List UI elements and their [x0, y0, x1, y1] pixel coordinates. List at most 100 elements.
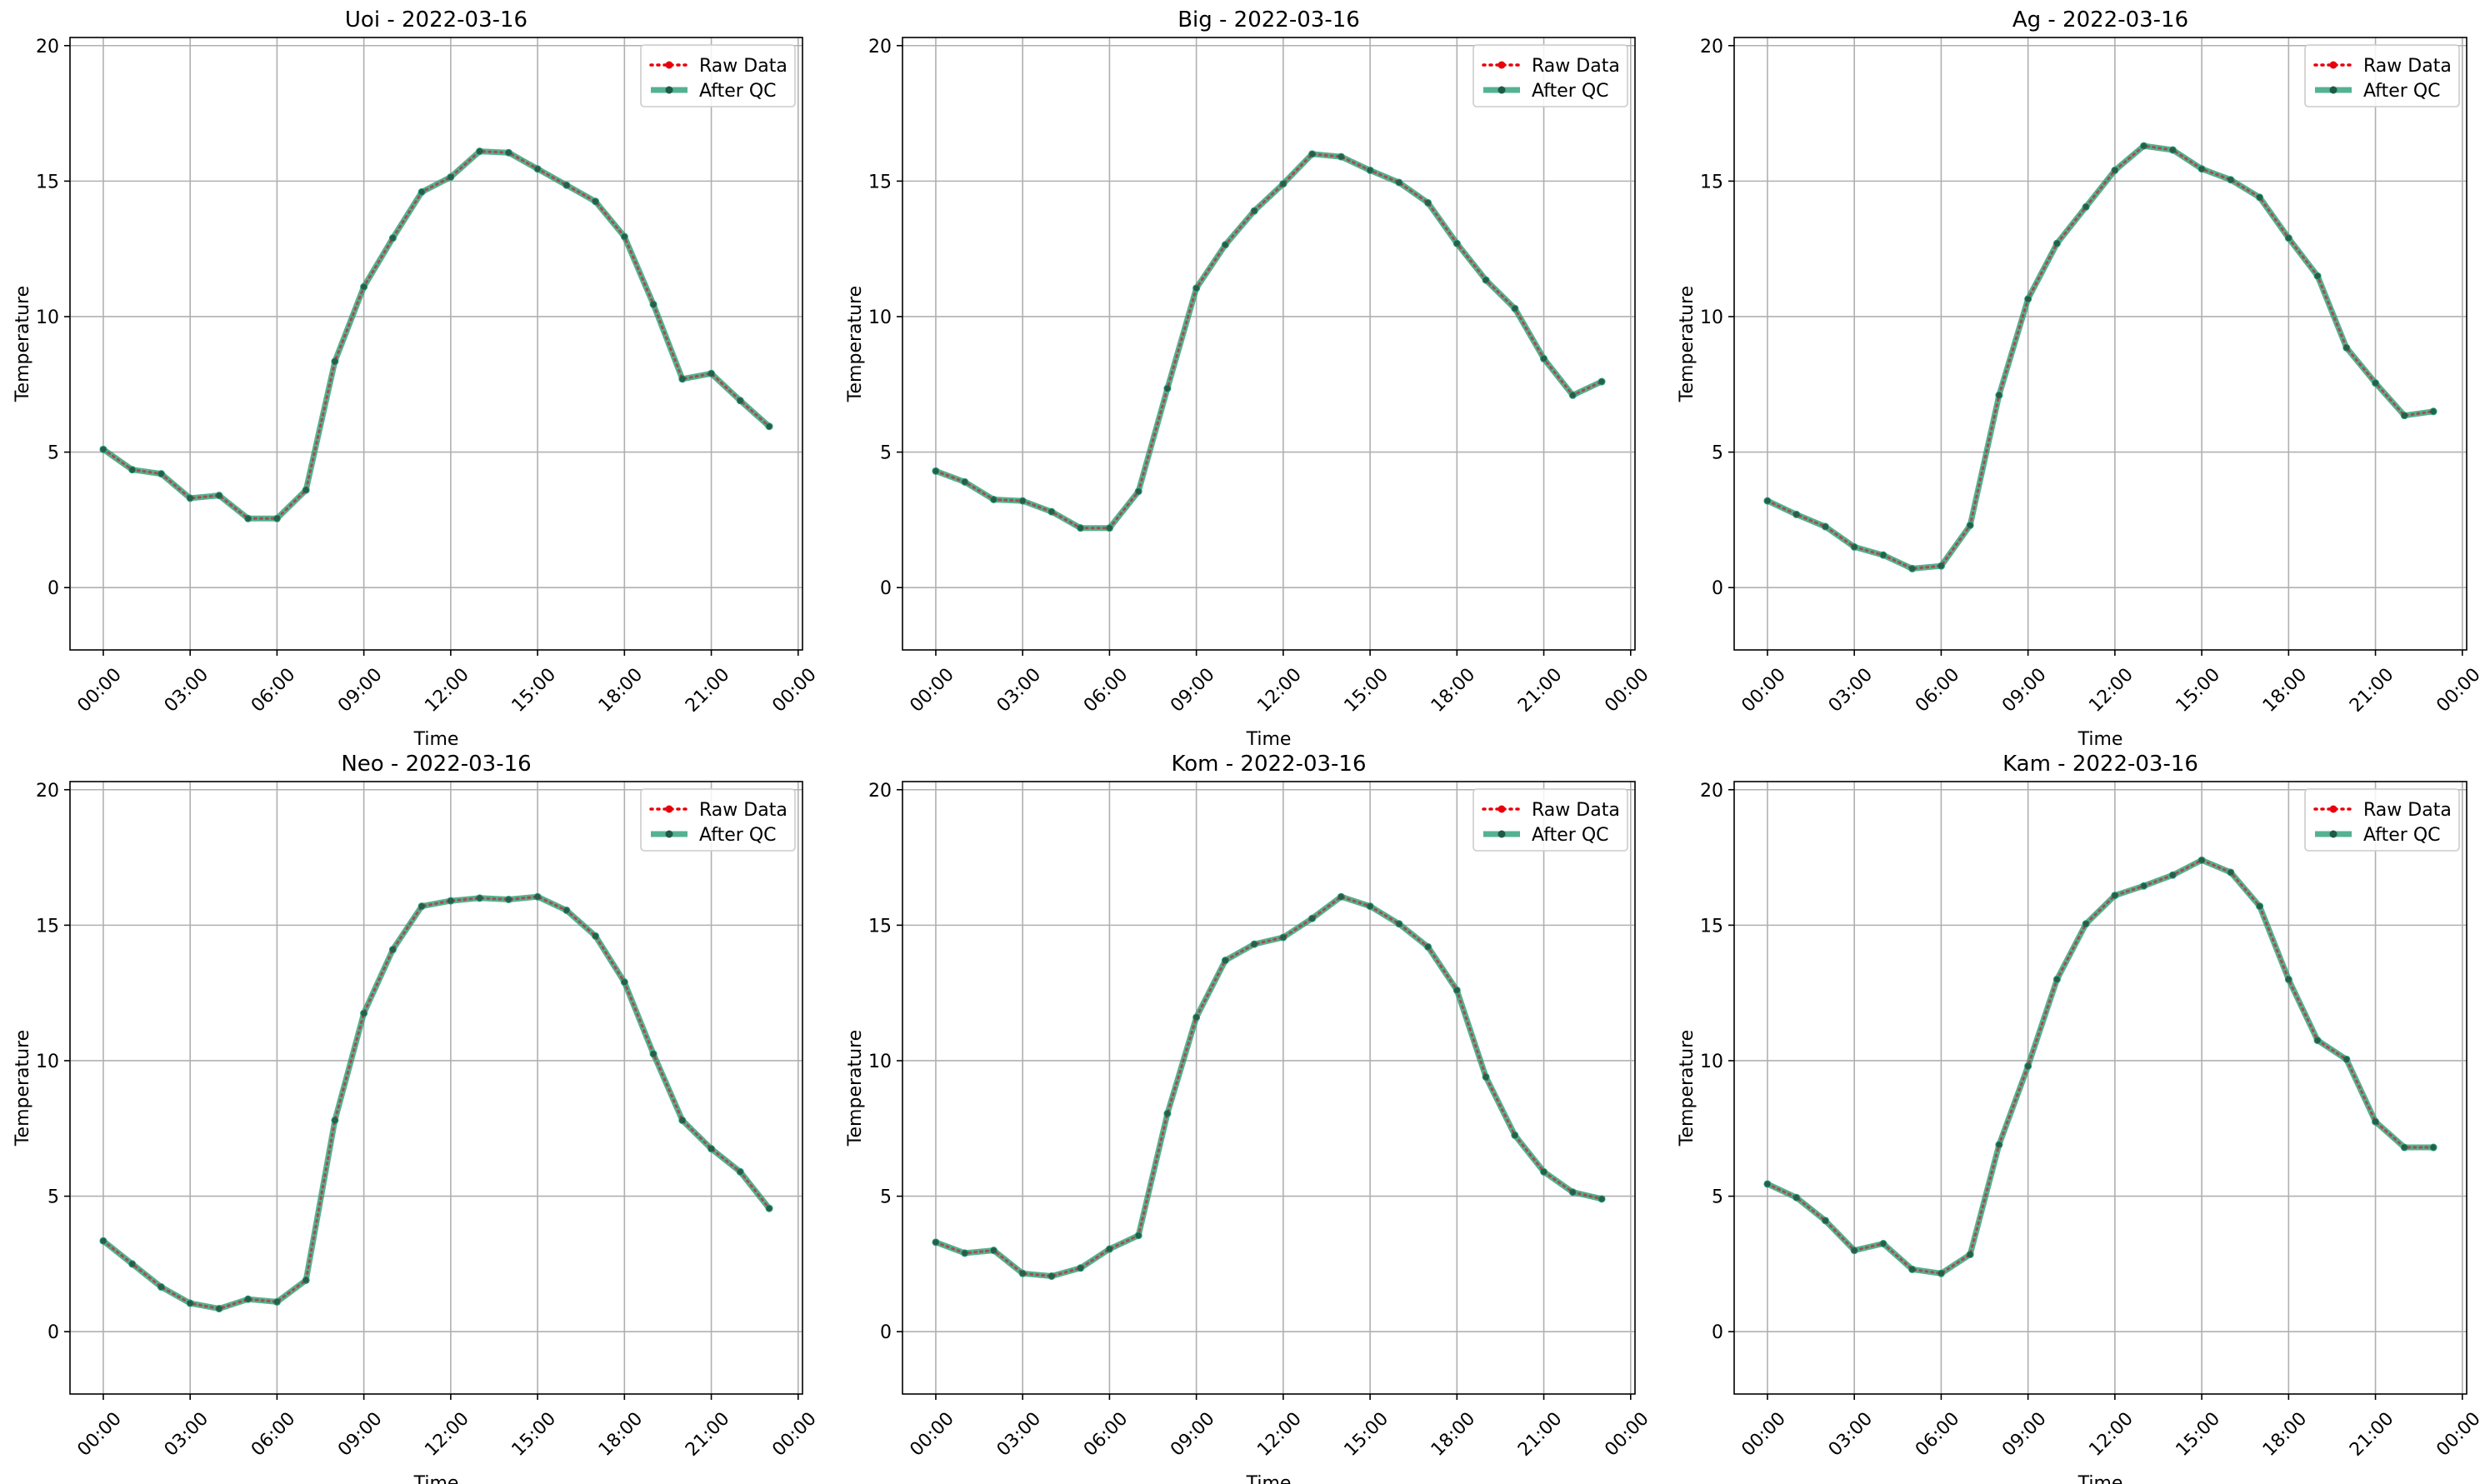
- raw-data-point: [534, 893, 541, 900]
- raw-data-point: [332, 358, 338, 365]
- raw-data-point: [1425, 943, 1432, 950]
- raw-data-point: [1598, 378, 1605, 385]
- raw-data-point: [679, 376, 686, 382]
- x-tick-label: 18:00: [2259, 1408, 2312, 1461]
- raw-data-point: [1222, 242, 1228, 248]
- x-tick-label: 12:00: [2085, 1408, 2138, 1461]
- raw-data-point: [1569, 1189, 1576, 1196]
- legend-marker-after-qc: [2329, 830, 2338, 838]
- raw-data-point: [2053, 240, 2060, 247]
- raw-data-point: [1793, 1194, 1800, 1201]
- legend-label-after-qc: After QC: [1532, 825, 1609, 846]
- raw-data-point: [1482, 1073, 1489, 1080]
- raw-data-point: [534, 166, 541, 172]
- x-tick-label: 06:00: [1080, 664, 1132, 717]
- axes-frame: [69, 37, 803, 651]
- raw-data-point: [1822, 1217, 1828, 1224]
- subplot-3: 0 5 10 15 20 00:00 03:00 06:00 09:00 12:00 15:00 18…: [1677, 7, 2485, 750]
- y-tick-label: 10: [868, 307, 892, 328]
- legend-marker-raw-data: [665, 61, 673, 69]
- raw-data-point: [1280, 181, 1287, 187]
- legend-label-after-qc: After QC: [1532, 81, 1609, 102]
- raw-data-point: [932, 467, 939, 474]
- raw-data-point: [2285, 976, 2292, 982]
- raw-data-point: [1541, 1168, 1548, 1175]
- legend-marker-after-qc: [665, 830, 673, 838]
- raw-data-point: [418, 188, 425, 195]
- raw-data-point: [1048, 1273, 1055, 1280]
- x-tick-label: 00:00: [1738, 664, 1790, 717]
- raw-data-point: [1967, 522, 1973, 528]
- raw-data-point: [650, 301, 657, 307]
- y-tick-label: 10: [36, 307, 59, 328]
- raw-data-point: [129, 1261, 136, 1267]
- x-tick-label: 00:00: [906, 1408, 958, 1461]
- x-tick-label: 15:00: [1341, 664, 1393, 717]
- raw-data-point: [1251, 941, 1258, 947]
- legend-marker-after-qc: [1498, 830, 1506, 838]
- y-tick-label: 10: [1700, 307, 1723, 328]
- raw-data-point: [2372, 380, 2379, 387]
- raw-data-point: [962, 478, 968, 485]
- plot-area: [1734, 37, 2467, 650]
- legend-label-raw-data: Raw Data: [699, 56, 788, 77]
- legend: Raw Data After QC: [2304, 44, 2460, 107]
- x-tick-label: 21:00: [1514, 1408, 1567, 1461]
- x-tick-label: 03:00: [161, 1408, 213, 1461]
- subplot-4: 0 5 10 15 20 00:00 03:00 06:00 09:00 12:00 15:00 18…: [12, 752, 821, 1484]
- x-tick-label: 18:00: [595, 664, 648, 717]
- raw-data-point: [2198, 857, 2205, 863]
- raw-data-point: [2372, 1118, 2379, 1125]
- raw-data-point: [1396, 179, 1402, 186]
- y-tick-label: 5: [1712, 1187, 1723, 1208]
- raw-data-point: [1764, 497, 1771, 504]
- x-tick-label: 12:00: [421, 1408, 473, 1461]
- raw-data-point: [418, 903, 425, 910]
- raw-data-point: [1164, 1110, 1171, 1117]
- raw-data-point: [1193, 1014, 1200, 1021]
- raw-data-point: [1367, 167, 1373, 173]
- y-tick-label: 5: [880, 443, 892, 464]
- legend-label-after-qc: After QC: [699, 81, 777, 102]
- raw-data-point: [1309, 915, 1316, 922]
- raw-data-point: [2082, 921, 2089, 927]
- raw-data-point: [187, 495, 193, 502]
- x-tick-label: 15:00: [1341, 1408, 1393, 1461]
- legend-label-raw-data: Raw Data: [2363, 800, 2452, 821]
- raw-data-point: [1453, 987, 1460, 993]
- x-tick-label: 03:00: [1825, 664, 1878, 717]
- raw-data-point: [1078, 1265, 1084, 1272]
- raw-data-point: [1822, 523, 1828, 530]
- raw-data-point: [1453, 240, 1460, 247]
- legend-marker-raw-data: [1498, 61, 1506, 69]
- legend-label-after-qc: After QC: [699, 825, 777, 846]
- x-tick-label: 15:00: [2172, 664, 2225, 717]
- raw-data-point: [1938, 1270, 1944, 1277]
- x-tick-label: 15:00: [508, 664, 561, 717]
- y-tick-label: 15: [1700, 916, 1723, 937]
- raw-data-point: [302, 487, 309, 493]
- x-tick-label: 00:00: [2432, 1408, 2485, 1461]
- raw-data-point: [100, 1237, 107, 1244]
- legend: Raw Data After QC: [1472, 788, 1628, 852]
- raw-data-point: [1251, 207, 1258, 214]
- x-tick-label: 18:00: [2259, 664, 2312, 717]
- x-tick-label: 03:00: [993, 1408, 1046, 1461]
- chart-title: Kam - 2022-03-16: [2002, 752, 2198, 777]
- raw-data-point: [2141, 882, 2148, 889]
- raw-data-point: [766, 423, 772, 430]
- raw-data-point: [1164, 385, 1171, 392]
- y-tick-label: 10: [868, 1052, 892, 1072]
- legend: Raw Data After QC: [640, 788, 796, 852]
- raw-data-point: [1569, 392, 1576, 398]
- x-tick-label: 12:00: [1253, 1408, 1306, 1461]
- plot-area: [70, 37, 802, 650]
- plot-area: [902, 782, 1635, 1394]
- y-tick-label: 5: [48, 443, 59, 464]
- raw-data-point: [708, 1146, 715, 1152]
- x-tick-label: 21:00: [1514, 664, 1567, 717]
- y-tick-label: 15: [36, 172, 59, 192]
- raw-data-point: [1396, 921, 1402, 927]
- raw-data-point: [2112, 892, 2118, 899]
- raw-data-point: [1880, 1241, 1887, 1247]
